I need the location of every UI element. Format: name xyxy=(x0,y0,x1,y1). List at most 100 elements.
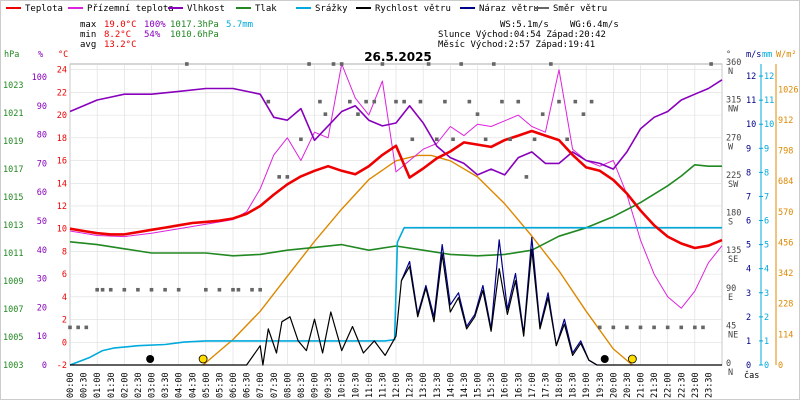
axis-tick-wm2: 228 xyxy=(778,300,793,310)
axis-tick-wm2: 342 xyxy=(778,269,793,279)
axis-tick-pct: 40 xyxy=(37,246,47,256)
axis-tick-hpa: 1007 xyxy=(3,305,23,315)
chart-title: 26.5.2025 xyxy=(364,50,432,64)
wind-direction-point xyxy=(611,325,616,330)
wind-direction-point xyxy=(149,287,154,292)
x-tick-label: 13:30 xyxy=(433,372,443,398)
axis-tick-dir-name: NW xyxy=(728,105,739,115)
info-wg: WG:6.4m/s xyxy=(570,20,619,30)
x-tick-label: 19:00 xyxy=(582,372,592,398)
moonset-marker xyxy=(600,355,609,363)
wind-direction-point xyxy=(516,99,521,104)
left-axes: hPa% °C 1023 1021 1019 1017 1015 1013 1011 1009 10… xyxy=(3,50,68,371)
x-tick-label: 09:00 xyxy=(311,372,321,398)
series-line-teplota xyxy=(69,129,723,250)
stat-min-label: min xyxy=(80,30,96,40)
x-tick-label: 11:00 xyxy=(365,372,375,398)
axis-tick-pct: 0 xyxy=(42,361,47,371)
info-sun: Slunce Východ:04:54 Západ:20:42 xyxy=(438,30,606,40)
axis-tick-ms: 0 xyxy=(746,361,751,371)
x-tick-label: 09:30 xyxy=(324,372,334,398)
wind-direction-point xyxy=(84,325,89,330)
axis-tick-pct: 90 xyxy=(37,102,47,112)
axis-tick-dir-name: S xyxy=(728,218,733,228)
wind-direction-point xyxy=(285,175,290,179)
wind-direction-point xyxy=(331,62,336,66)
axis-tick-dir-name: N xyxy=(728,368,733,378)
wind-direction-point xyxy=(250,287,254,292)
right-axes: ° m/s mm W/m²360N315NW270W225SW180S135SE90E… xyxy=(726,50,798,378)
wind-direction-point xyxy=(136,287,140,292)
axis-tick-pct: 20 xyxy=(37,303,47,313)
axis-tick-degc: 22 xyxy=(57,88,67,98)
stat-max-hum: 100% xyxy=(144,20,166,30)
x-tick-label: 03:00 xyxy=(148,372,158,398)
info-block: WS:5.1m/s WG:6.4m/s Slunce Východ:04:54 … xyxy=(438,20,619,50)
axis-tick-dir: 135 xyxy=(726,246,741,256)
grid xyxy=(69,63,723,366)
wind-direction-point xyxy=(318,99,322,104)
axis-tick-hpa: 1017 xyxy=(3,165,23,175)
axis-unit-dir: ° xyxy=(726,50,731,60)
stat-max-rain: 5.7mm xyxy=(226,20,253,30)
wind-direction-point xyxy=(597,325,602,330)
series-line-tlak xyxy=(69,164,722,257)
wind-direction-point xyxy=(204,287,208,292)
x-tick-label: 14:30 xyxy=(460,372,470,398)
wind-direction-point xyxy=(176,287,181,292)
series-line-vlhkost xyxy=(69,79,723,176)
axis-tick-degc: 10 xyxy=(57,225,67,235)
x-tick-label: 21:30 xyxy=(650,372,660,398)
x-tick-label: 23:00 xyxy=(691,372,701,398)
x-tick-label: 19:30 xyxy=(596,372,606,398)
series-line-rychlost-větru xyxy=(70,248,722,366)
x-tick-label: 08:30 xyxy=(297,372,307,398)
x-tick-label: 02:30 xyxy=(134,372,144,398)
wind-direction-point xyxy=(418,99,423,104)
axis-unit-degc: °C xyxy=(58,50,68,60)
axis-tick-degc: 8 xyxy=(62,247,67,257)
axis-tick-hpa: 1023 xyxy=(3,81,23,91)
wind-direction-point xyxy=(122,287,127,292)
wind-direction-point xyxy=(483,137,488,142)
axis-tick-dir: 270 xyxy=(726,133,741,143)
axis-tick-wm2: 912 xyxy=(778,116,793,126)
axis-unit-wm2: W/m² xyxy=(776,50,796,60)
wind-direction-point xyxy=(451,137,455,142)
wind-direction-point xyxy=(394,99,398,104)
wind-direction-point xyxy=(266,99,271,104)
axis-tick-mm: 0 xyxy=(764,361,769,371)
axis-tick-ms: 9 xyxy=(746,144,751,154)
axis-tick-pct: 60 xyxy=(37,188,47,198)
stat-min-press: 1010.6hPa xyxy=(170,30,219,40)
axis-tick-mm: 1 xyxy=(764,337,769,347)
axis-tick-mm: 9 xyxy=(764,144,769,154)
axis-tick-ms: 5 xyxy=(746,241,751,251)
x-tick-label: 13:00 xyxy=(419,372,429,398)
legend-label: Rychlost větru xyxy=(375,4,451,14)
axis-tick-wm2: 456 xyxy=(778,238,793,248)
axis-tick-ms: 7 xyxy=(746,192,751,202)
info-ws: WS:5.1m/s xyxy=(500,20,549,30)
wind-direction-point xyxy=(380,62,385,66)
wind-direction-point xyxy=(163,287,167,292)
axis-tick-ms: 1 xyxy=(746,337,751,347)
axis-tick-hpa: 1009 xyxy=(3,277,23,287)
axis-unit-hpa: hPa xyxy=(4,50,19,60)
x-tick-label: 17:30 xyxy=(541,372,551,398)
x-tick-label: 10:30 xyxy=(351,372,361,398)
x-tick-label: 01:00 xyxy=(93,372,103,398)
x-tick-label: 08:00 xyxy=(283,372,293,398)
wind-direction-point xyxy=(679,325,684,330)
wind-direction-point xyxy=(364,99,368,104)
axis-tick-degc: 20 xyxy=(57,111,67,121)
x-tick-label: 16:00 xyxy=(501,372,511,398)
wind-direction-point xyxy=(236,287,241,292)
wind-direction-point xyxy=(459,62,463,66)
legend: Teplota Přízemní teplota Vlhkost Tlak Srážky… xyxy=(6,4,607,14)
axis-tick-pct: 100 xyxy=(32,73,47,83)
wind-direction-point xyxy=(443,99,447,104)
x-tick-label: 20:00 xyxy=(609,372,619,398)
axis-tick-wm2: 114 xyxy=(778,330,793,340)
x-tick-label: 06:30 xyxy=(243,372,253,398)
